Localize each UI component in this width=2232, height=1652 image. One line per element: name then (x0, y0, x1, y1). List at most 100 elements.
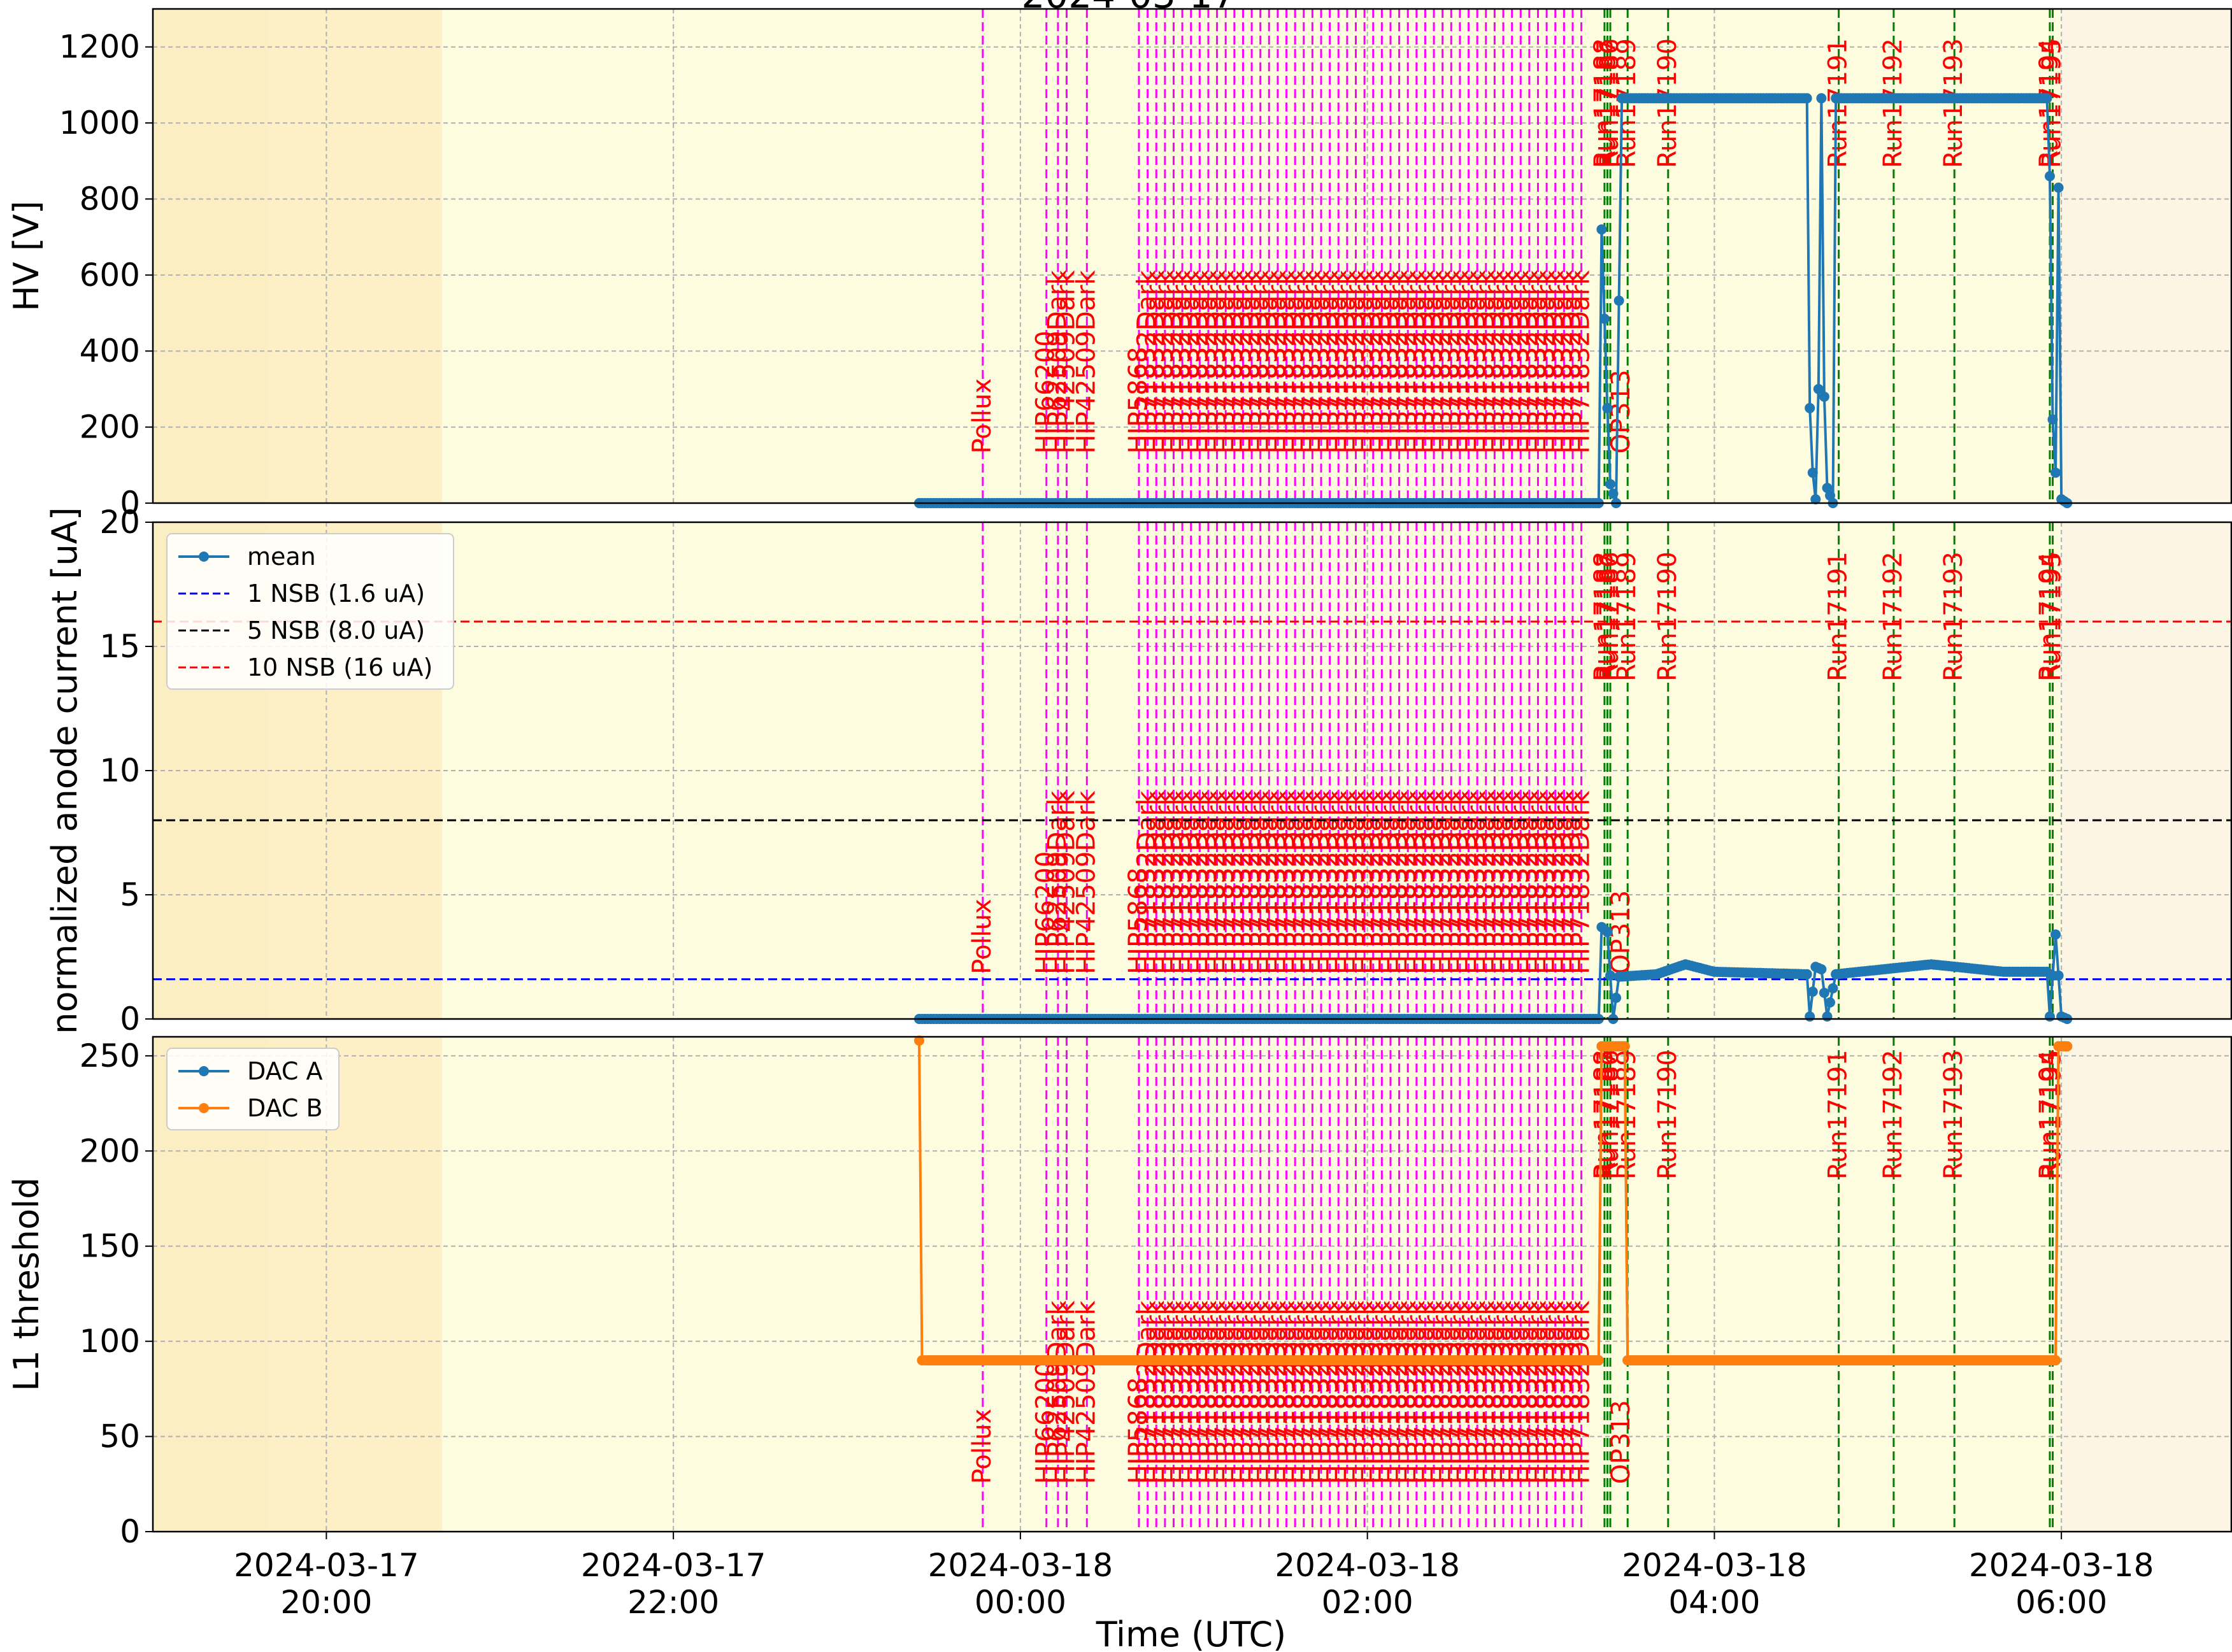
source-label: HIP71832Dark (1202, 1300, 1231, 1484)
source-label: HIP71832Dark (1401, 1300, 1431, 1484)
marker-labels: Pollux HIP66200HIP62509DarkHIP42509DarkHI… (968, 38, 2067, 453)
data-point (2062, 1041, 2073, 1051)
data-point (2045, 171, 2055, 182)
legend-label: 5 NSB (8.0 uA) (247, 616, 425, 644)
data-point (1801, 969, 1812, 979)
data-point (1828, 983, 1838, 993)
source-label: HIP71832Dark (1176, 269, 1205, 453)
source-label: HIP71832Dark (1557, 1300, 1587, 1484)
run-label: Run17191 (1824, 552, 1853, 681)
source-label: HIP71832Dark (1445, 269, 1474, 453)
source-label: HIP71832Dark (1176, 1300, 1205, 1484)
run-label: Run17189 (1612, 552, 1642, 681)
source-label: HIP71832Dark (1349, 1300, 1378, 1484)
source-label: HIP71832Dark (1219, 269, 1248, 453)
source-label: HIP71832Dark (1227, 269, 1257, 453)
source-label: HIP71832Dark (1315, 269, 1344, 453)
source-label: HIP71832Dark (1454, 1300, 1483, 1484)
source-label: HIP71832Dark (1479, 269, 1508, 453)
source-label: HIP71832Dark (1133, 1300, 1162, 1484)
source-label: HIP42509Dark (1052, 269, 1081, 453)
source-label: HIP71832Dark (1410, 269, 1439, 453)
x-tick-label: 06:00 (2015, 1584, 2107, 1621)
source-label: HIP71832Dark (1566, 1300, 1596, 1484)
source-label: HIP71832Dark (1271, 1300, 1301, 1484)
source-label: HIP71832Dark (1566, 269, 1596, 453)
source-markers (982, 9, 1583, 503)
source-label: HIP71832Dark (1375, 269, 1405, 453)
source-label: HIP71832Dark (1167, 1300, 1196, 1484)
source-label: HIP71832Dark (1540, 269, 1570, 453)
y-tick-label: 1200 (59, 29, 140, 66)
source-label: HIP71832Dark (1454, 269, 1483, 453)
source-label: HIP71832Dark (1549, 269, 1578, 453)
y-axis-label: HV [V] (6, 201, 46, 311)
source-label: HIP71832Dark (1245, 269, 1275, 453)
source-markers (982, 522, 1583, 1019)
source-label: HIP71832Dark (1419, 269, 1448, 453)
source-label: HIP71832Dark (1193, 269, 1222, 453)
data-point (1816, 93, 1827, 104)
y-tick-label: 600 (80, 257, 140, 294)
source-label: HIP71832Dark (1514, 1300, 1543, 1484)
data-point (1807, 986, 1818, 997)
run-label: Run17194 (2035, 552, 2064, 681)
source-label: HIP71832Dark (1349, 269, 1378, 453)
source-label: HIP71832Dark (1323, 1300, 1352, 1484)
x-tick-label: 2024-03-18 (1275, 1547, 1460, 1584)
source-label: HIP71832Dark (1366, 1300, 1396, 1484)
run-label: Run17190 (1653, 552, 1682, 681)
axes-frame (152, 1036, 2232, 1533)
x-tick-label: 2024-03-18 (928, 1547, 1113, 1584)
run-label: Run17191 (1824, 1050, 1853, 1179)
y-tick-label: 20 (99, 504, 140, 541)
run-markers (1603, 522, 2054, 1019)
source-label: HIP66200 (1031, 331, 1061, 453)
legend-label: DAC A (247, 1057, 323, 1085)
data-point (1605, 479, 1615, 490)
run-markers (1603, 9, 2054, 503)
source-label: HIP71832Dark (1522, 1300, 1552, 1484)
source-label: HIP71832Dark (1531, 1300, 1561, 1484)
source-label: HIP71832Dark (1522, 269, 1552, 453)
source-label: HIP71832Dark (1531, 269, 1561, 453)
source-label: HIP71832Dark (1358, 1300, 1387, 1484)
legend-label: mean (247, 543, 316, 571)
axes-frame (152, 8, 2232, 504)
run-label: Run17186 (1595, 38, 1624, 168)
data-point (1801, 93, 1812, 104)
source-label: HIP71832Dark (1410, 1300, 1439, 1484)
y-tick-label: 200 (80, 1132, 140, 1169)
source-label: HIP71832Dark (1323, 269, 1352, 453)
y-tick-label: 0 (120, 485, 140, 522)
run-label: Run17187 (1592, 1050, 1621, 1179)
source-label: HIP71832Dark (1505, 1300, 1534, 1484)
data-point (1813, 383, 1824, 394)
x-axis: 2024-03-1720:002024-03-1722:002024-03-18… (234, 1532, 2154, 1621)
data-point (914, 1036, 924, 1046)
y-tick-label: 1000 (59, 104, 140, 141)
source-label: HIP71832Dark (1436, 1300, 1465, 1484)
y-tick-label: 150 (80, 1228, 140, 1265)
y-tick-label: 10 (99, 752, 140, 789)
source-label: HIP71832Dark (1245, 1300, 1275, 1484)
x-tick-label: 22:00 (627, 1584, 719, 1621)
source-label: HIP71832Dark (1141, 1300, 1170, 1484)
source-label: HIP5868 (1124, 347, 1153, 454)
source-label: HIP71832Dark (1401, 269, 1431, 453)
source-label: HIP71832Dark (1210, 1300, 1240, 1484)
data-point (1596, 224, 1607, 235)
data-point (1825, 997, 1835, 1008)
x-tick-label: 00:00 (975, 1584, 1066, 1621)
source-label: HIP71832Dark (1141, 269, 1170, 453)
source-label: HIP71832Dark (1289, 1300, 1318, 1484)
source-label: HIP71832Dark (1471, 269, 1500, 453)
source-label: HIP71832Dark (1263, 269, 1292, 453)
run-label: Run17188 (1589, 552, 1619, 681)
run-label: Run17187 (1592, 38, 1621, 168)
x-tick-label: 04:00 (1668, 1584, 1760, 1621)
data-point (1810, 494, 1821, 504)
source-label: HIP5868 (1124, 867, 1153, 974)
y-tick-label: 5 (120, 876, 140, 913)
